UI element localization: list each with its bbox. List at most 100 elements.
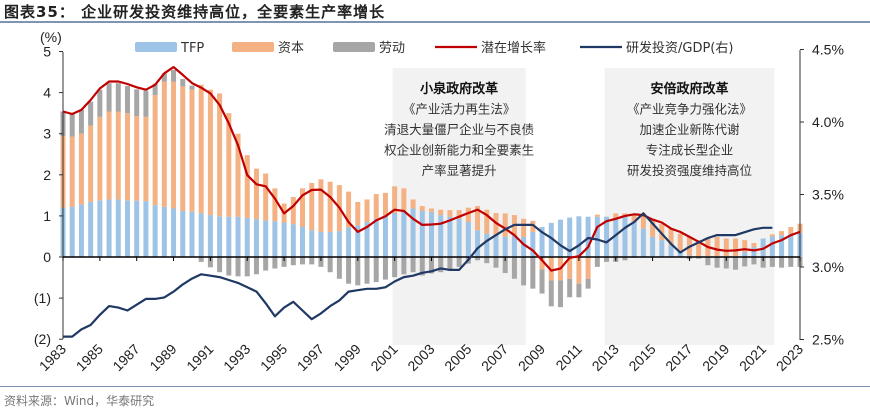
capital-bar <box>484 209 490 234</box>
labor-bar <box>585 278 591 289</box>
capital-bar <box>97 116 103 201</box>
tfp-bar <box>355 225 361 257</box>
labor-bar <box>124 86 130 114</box>
labor-bar <box>198 257 204 262</box>
source-note: 资料来源：Wind，华泰研究 <box>4 394 155 408</box>
tfp-bar <box>438 215 444 257</box>
tfp-bar <box>198 213 204 257</box>
labor-bar <box>180 79 186 87</box>
tfp-bar <box>594 216 600 257</box>
labor-bar <box>557 280 563 308</box>
labor-bar <box>502 257 508 274</box>
capital-bar <box>235 133 241 217</box>
labor-bar <box>115 83 121 112</box>
labor-bar <box>723 257 729 269</box>
capital-bar <box>613 213 619 219</box>
capital-bar <box>244 155 250 218</box>
x-axis-label: 2021 <box>736 341 769 374</box>
capital-bar <box>346 191 352 228</box>
left-axis-label: 1 <box>43 208 51 224</box>
labor-bar <box>567 278 573 298</box>
tfp-bar <box>152 205 158 257</box>
tfp-bar <box>410 208 416 257</box>
capital-bar <box>198 84 204 214</box>
x-axis-label: 1997 <box>294 341 327 374</box>
legend-labor-swatch <box>333 42 375 52</box>
labor-bar <box>521 257 527 286</box>
footer-divider <box>0 386 870 387</box>
capital-bar <box>115 111 121 200</box>
tfp-bar <box>309 230 315 257</box>
x-axis-label: 1999 <box>331 341 364 374</box>
tfp-bar <box>659 240 665 257</box>
tfp-bar <box>668 245 674 257</box>
labor-bar <box>475 257 481 261</box>
capital-bar <box>438 209 444 216</box>
x-axis-label: 1991 <box>183 341 216 374</box>
labor-bar <box>622 257 628 261</box>
tfp-bar <box>300 226 306 257</box>
labor-bar <box>217 257 223 273</box>
capital-bar <box>355 201 361 226</box>
capital-bar <box>124 113 130 201</box>
tfp-bar <box>115 199 121 257</box>
tfp-bar <box>484 233 490 257</box>
labor-bar <box>106 83 112 112</box>
capital-bar <box>631 214 637 223</box>
labor-bar <box>392 257 398 278</box>
capital-bar <box>327 181 333 232</box>
labor-bar <box>788 257 794 267</box>
tfp-bar <box>207 215 213 257</box>
annotation-line: 专注成长型企业 <box>646 143 734 158</box>
tfp-bar <box>235 216 241 257</box>
tfp-bar <box>392 213 398 257</box>
capital-bar <box>788 226 794 234</box>
capital-bar <box>742 240 748 253</box>
tfp-bar <box>318 231 324 257</box>
labor-bar <box>604 257 610 262</box>
legend-capital-label: 资本 <box>278 41 304 56</box>
tfp-bar <box>502 236 508 257</box>
x-axis-label: 2023 <box>773 341 806 374</box>
capital-bar <box>171 81 177 209</box>
capital-bar <box>253 168 259 220</box>
capital-bar <box>309 183 315 231</box>
labor-bar <box>382 257 388 280</box>
tfp-bar <box>631 222 637 257</box>
tfp-bar <box>779 235 785 257</box>
x-axis-label: 1989 <box>146 341 179 374</box>
tfp-bar <box>447 216 453 257</box>
capital-bar <box>539 257 545 270</box>
tfp-bar <box>613 218 619 257</box>
tfp-bar <box>548 222 554 257</box>
left-axis-label: (1) <box>34 290 51 306</box>
legend-tfp-swatch <box>135 42 177 52</box>
legend: TFP 资本 劳动 潜在增长率 研发投资/GDP(右) <box>135 40 733 56</box>
legend-labor-label: 劳动 <box>379 40 405 56</box>
tfp-bar <box>640 228 646 257</box>
x-axis-label: 1993 <box>220 341 253 374</box>
labor-bar <box>235 257 241 277</box>
labor-bar <box>281 257 287 267</box>
capital-bar <box>585 257 591 279</box>
tfp-bar <box>161 206 167 257</box>
capital-bar <box>714 236 720 257</box>
labor-bar <box>207 257 213 268</box>
rd-gdp-line <box>63 212 773 338</box>
labor-bar <box>152 83 158 96</box>
tfp-bar <box>134 200 140 257</box>
x-axis-label: 2017 <box>662 341 695 374</box>
tfp-bar <box>465 222 471 257</box>
capital-bar <box>373 194 379 219</box>
capital-bar <box>290 196 296 225</box>
tfp-bar <box>401 210 407 257</box>
capital-bar <box>382 192 388 216</box>
x-axis-label: 1995 <box>257 341 290 374</box>
tfp-bar <box>382 215 388 257</box>
capital-bar <box>733 238 739 257</box>
labor-bar <box>78 109 84 134</box>
labor-bar <box>171 69 177 82</box>
x-axis-label: 2001 <box>367 341 400 374</box>
capital-bar <box>300 188 306 227</box>
capital-bar <box>594 214 600 217</box>
